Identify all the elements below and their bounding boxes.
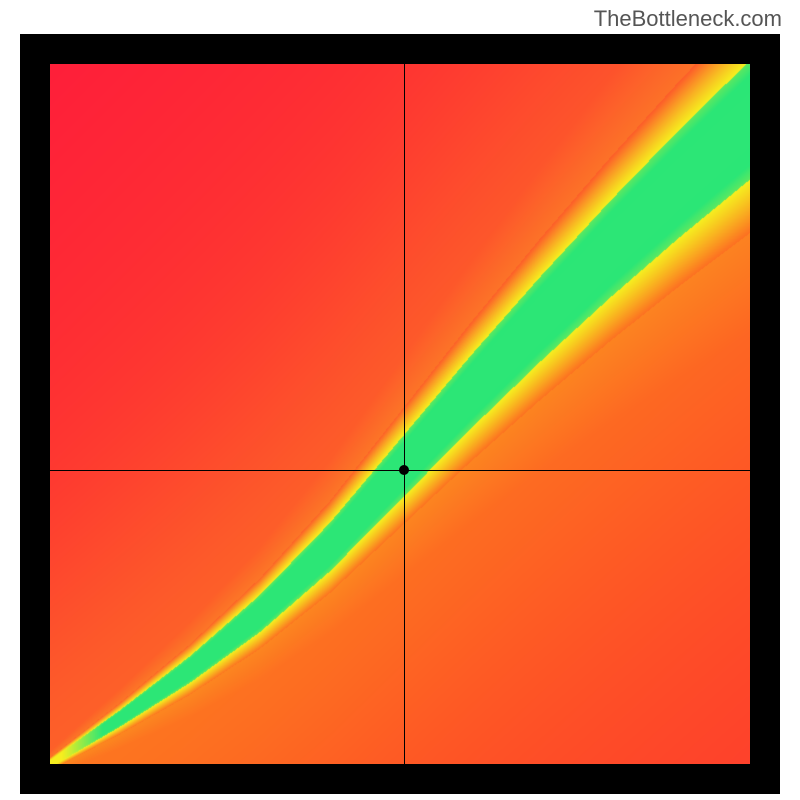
heatmap-canvas bbox=[50, 64, 750, 764]
chart-border bbox=[20, 34, 780, 794]
crosshair-vertical bbox=[404, 64, 405, 764]
data-point-dot bbox=[399, 465, 409, 475]
heatmap-chart bbox=[50, 64, 750, 764]
watermark: TheBottleneck.com bbox=[594, 6, 782, 32]
